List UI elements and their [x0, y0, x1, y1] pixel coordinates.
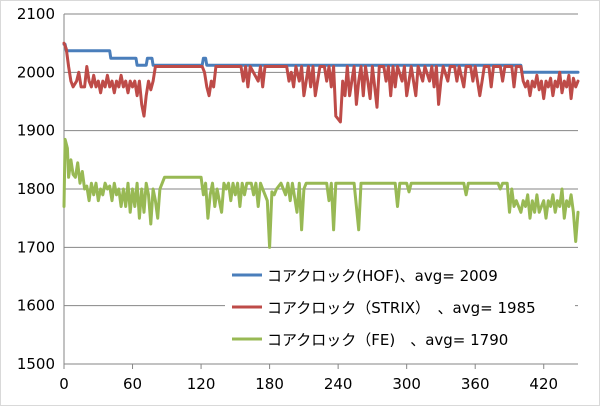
y-tick-label-1800: 1800	[17, 180, 55, 198]
legend-label-fe: コアクロック（FE) 、avg= 1790	[267, 331, 508, 349]
legend-label-hof: コアクロック(HOF)、avg= 2009	[267, 267, 498, 285]
y-tick-label-1500: 1500	[17, 355, 55, 373]
x-tick-label-300: 300	[392, 375, 421, 393]
series-line-fe	[62, 137, 580, 249]
legend-box	[225, 258, 575, 360]
y-tick-label-1900: 1900	[17, 122, 55, 140]
series-line-strix	[62, 41, 580, 124]
legend: コアクロック(HOF)、avg= 2009 コアクロック（STRIX） 、avg…	[225, 258, 575, 360]
y-tick-label-2100: 2100	[17, 5, 55, 23]
y-tick-label-1600: 1600	[17, 297, 55, 315]
series-line-hof	[62, 42, 580, 74]
series-lines	[62, 41, 580, 249]
x-tick-label-360: 360	[461, 375, 490, 393]
x-tick-label-0: 0	[59, 375, 69, 393]
x-tick-label-240: 240	[324, 375, 353, 393]
y-tick-label-2000: 2000	[17, 63, 55, 81]
x-tick-label-120: 120	[187, 375, 216, 393]
x-tick-label-420: 420	[529, 375, 558, 393]
x-tick-label-60: 60	[123, 375, 142, 393]
x-tick-label-180: 180	[255, 375, 284, 393]
y-tick-label-1700: 1700	[17, 238, 55, 256]
legend-label-strix: コアクロック（STRIX） 、avg= 1985	[267, 299, 536, 317]
